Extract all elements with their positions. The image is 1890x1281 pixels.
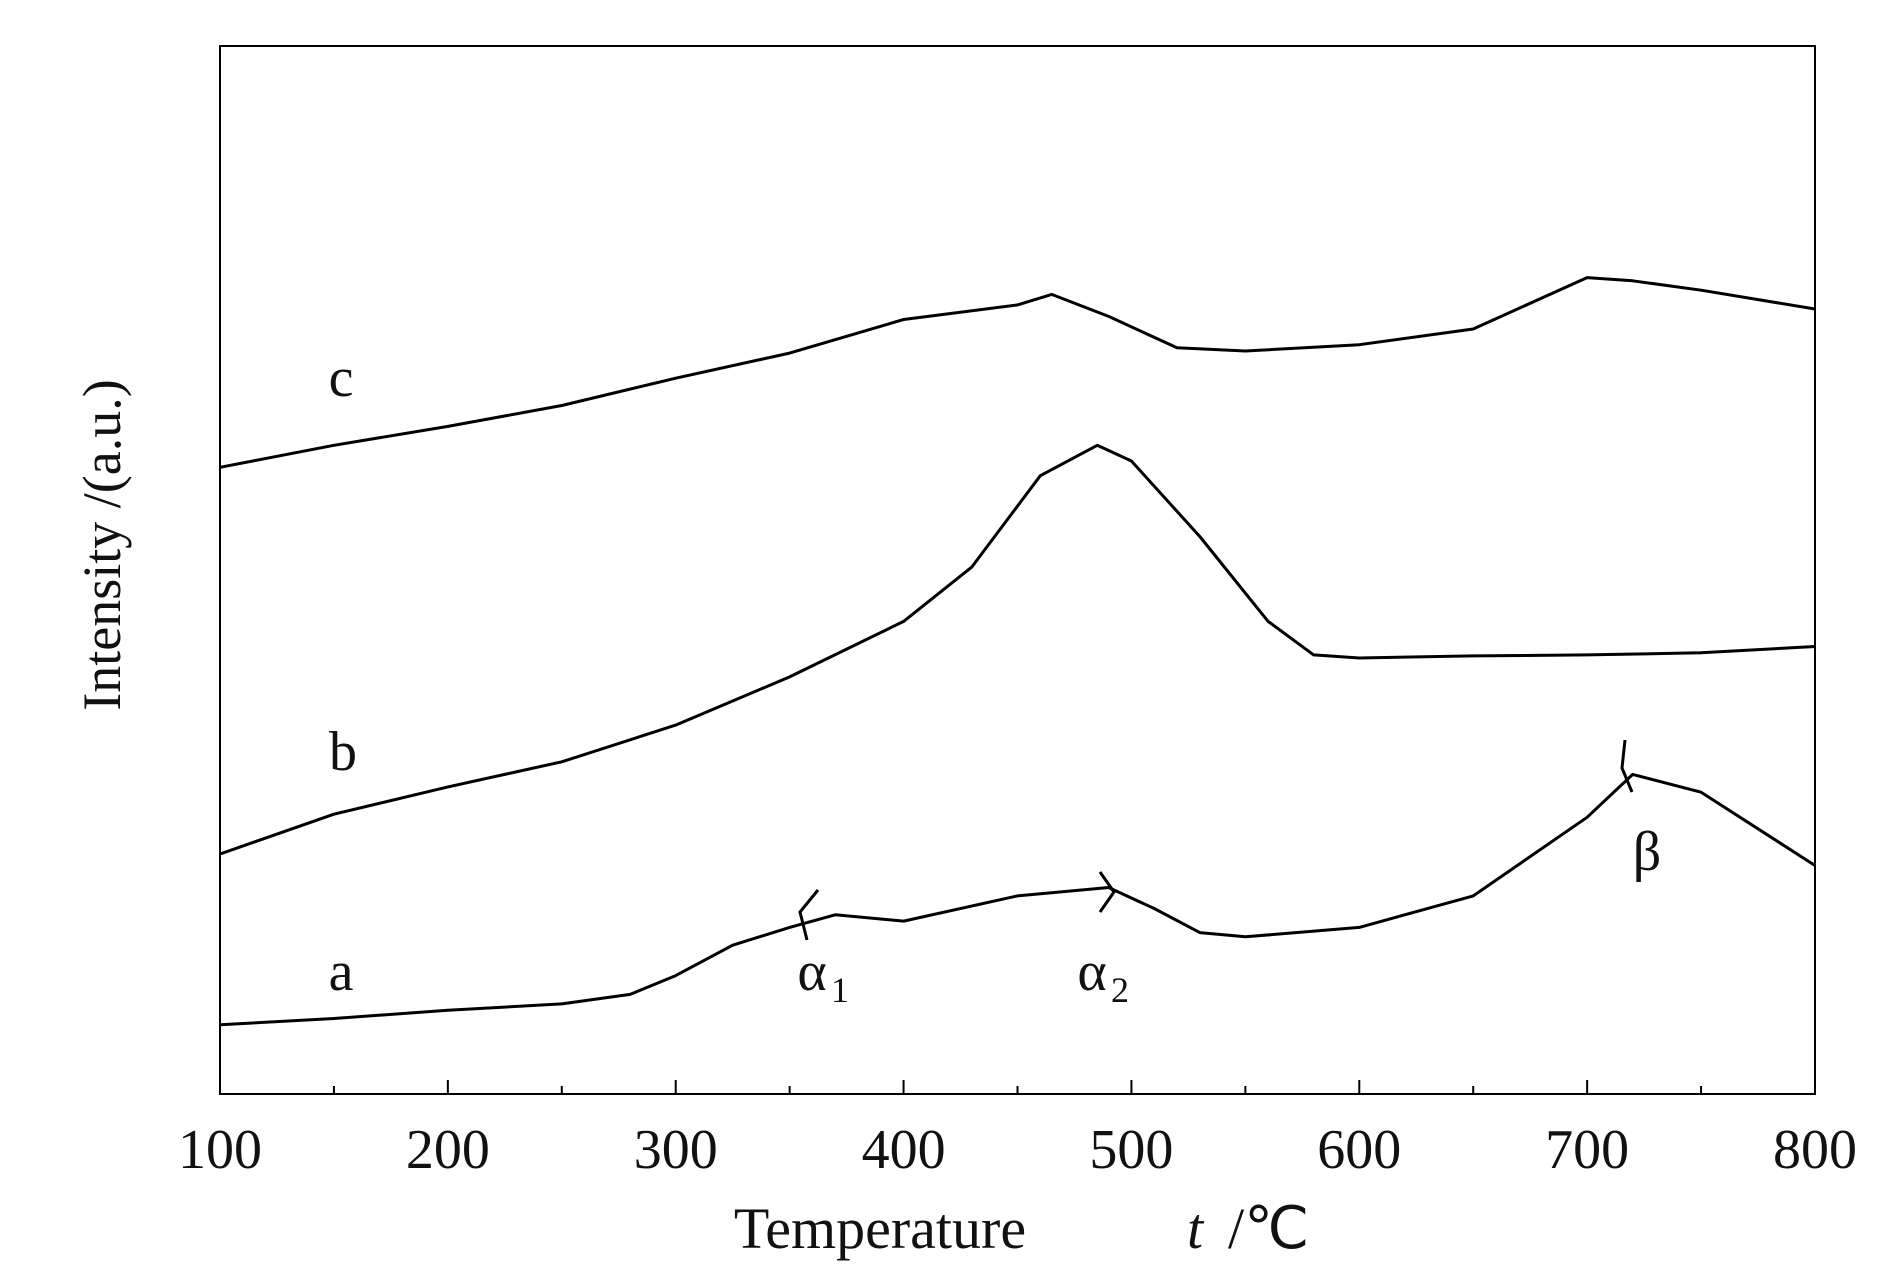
x-tick-label: 100 [178, 1119, 262, 1181]
x-tick-label: 200 [406, 1119, 490, 1181]
annotation: β [1633, 821, 1662, 883]
annotation-subscript: 1 [831, 970, 849, 1010]
series-label: b [329, 721, 357, 783]
x-axis-symbol: t [1187, 1196, 1205, 1261]
series-label: c [329, 347, 354, 409]
annotation-subscript: 2 [1111, 970, 1129, 1010]
x-tick-label: 700 [1545, 1119, 1629, 1181]
x-axis-unit: /℃ [1228, 1196, 1309, 1261]
y-axis-label: Intensity /(a.u.) [72, 379, 132, 710]
series-label: a [329, 941, 354, 1003]
x-tick-label: 500 [1089, 1119, 1173, 1181]
x-axis-label: Temperature [734, 1196, 1026, 1261]
x-tick-label: 600 [1317, 1119, 1401, 1181]
x-tick-label: 300 [634, 1119, 718, 1181]
x-tick-label: 400 [862, 1119, 946, 1181]
annotation-marker [1098, 871, 1116, 913]
series-line [219, 772, 1816, 1027]
annotation: α [1077, 941, 1106, 1003]
annotation-marker [798, 889, 820, 941]
series-line [219, 276, 1816, 469]
x-tick-label: 800 [1773, 1119, 1857, 1181]
plot-frame [219, 45, 1816, 1095]
annotation-marker [1620, 739, 1634, 793]
annotation: α [797, 941, 826, 1003]
series-line [219, 443, 1816, 856]
